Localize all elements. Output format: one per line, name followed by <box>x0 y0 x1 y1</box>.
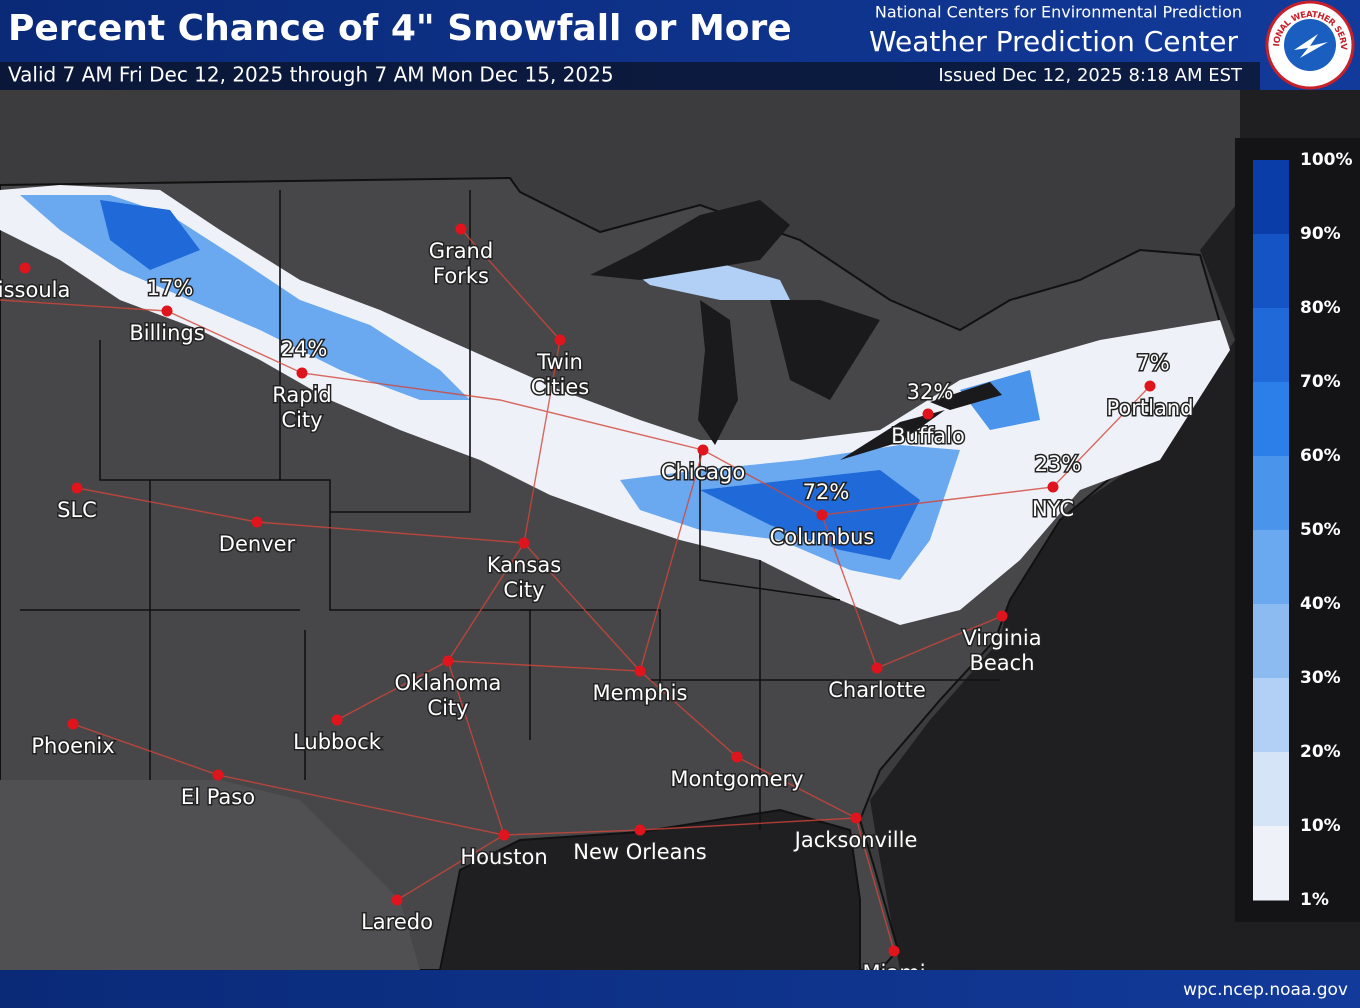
legend-swatch <box>1253 234 1289 309</box>
city-label: Beach <box>969 651 1034 675</box>
legend-swatch <box>1253 678 1289 753</box>
valid-period: Valid 7 AM Fri Dec 12, 2025 through 7 AM… <box>8 63 614 87</box>
city-label: Kansas <box>487 553 561 577</box>
city-dot <box>455 223 467 235</box>
city-dot <box>871 662 883 674</box>
city-dot <box>67 718 79 730</box>
city-dot <box>442 655 454 667</box>
legend-label: 10% <box>1300 816 1341 836</box>
legend-label: 80% <box>1300 298 1341 318</box>
city-dot <box>71 482 83 494</box>
legend-swatch <box>1253 530 1289 605</box>
city-label: SLC <box>57 498 97 522</box>
city-label: Charlotte <box>828 678 926 702</box>
city-label: Phoenix <box>31 734 114 758</box>
city-dot <box>850 812 862 824</box>
city-dot <box>498 829 510 841</box>
legend-label: 30% <box>1300 668 1341 688</box>
legend-label: 50% <box>1300 520 1341 540</box>
legend-swatch <box>1253 308 1289 383</box>
city-label: Billings <box>129 321 204 345</box>
city-label: Rapid <box>272 383 332 407</box>
city-label: Twin <box>536 350 583 374</box>
city-label: Miami <box>862 961 925 985</box>
city-dot <box>996 610 1008 622</box>
city-dot <box>731 751 743 763</box>
city-label: City <box>503 578 544 602</box>
legend-label: 90% <box>1300 224 1341 244</box>
legend-swatch <box>1253 382 1289 457</box>
city-label: Jacksonville <box>793 828 918 852</box>
legend-label: 20% <box>1300 742 1341 762</box>
city-label: Memphis <box>593 681 688 705</box>
legend: 100% 90% 80% 70% 60% 50% 40% 30% 20% 10% 1% <box>1253 150 1353 910</box>
probability-label: 72% <box>803 480 850 504</box>
city-dot <box>634 665 646 677</box>
title: Percent Chance of 4" Snowfall or More <box>8 8 792 49</box>
legend-label: 1% <box>1300 890 1329 910</box>
city-label: Missoula <box>0 278 70 302</box>
city-layer: MissoulaBillingsRapidCityGrandForksTwinC… <box>0 223 1195 985</box>
city-label: City <box>427 696 468 720</box>
city-label: Oklahoma <box>395 671 502 695</box>
legend-label: 70% <box>1300 372 1341 392</box>
city-label: NYC <box>1032 497 1074 521</box>
agency: National Centers for Environmental Predi… <box>875 3 1242 22</box>
city-label: Lubbock <box>293 730 382 754</box>
city-label: Grand <box>429 239 493 263</box>
city-label: Denver <box>219 532 296 556</box>
map-area: MissoulaBillingsRapidCityGrandForksTwinC… <box>0 90 1360 985</box>
city-dot <box>554 334 566 346</box>
probability-label: 17% <box>147 276 194 300</box>
footer-bar <box>0 970 1360 1008</box>
subheader-bar <box>0 62 1260 90</box>
city-dot <box>161 305 173 317</box>
probability-label: 7% <box>1136 351 1169 375</box>
city-dot <box>391 894 403 906</box>
city-label: Columbus <box>770 525 875 549</box>
city-label: Cities <box>531 375 589 399</box>
city-dot <box>922 408 934 420</box>
city-dot <box>518 537 530 549</box>
legend-label: 100% <box>1300 150 1353 170</box>
legend-swatch <box>1253 752 1289 827</box>
city-dot <box>1047 481 1059 493</box>
footer-url: wpc.ncep.noaa.gov <box>1183 980 1348 1000</box>
city-dot <box>296 367 308 379</box>
city-dot <box>19 262 31 274</box>
legend-label: 60% <box>1300 446 1341 466</box>
city-dot <box>1144 380 1156 392</box>
city-label: New Orleans <box>573 840 707 864</box>
city-dot <box>697 444 709 456</box>
legend-swatch <box>1253 604 1289 679</box>
city-dot <box>212 769 224 781</box>
city-label: Chicago <box>661 460 745 484</box>
city-dot <box>888 945 900 957</box>
city-label: El Paso <box>181 785 255 809</box>
probability-label: 23% <box>1035 452 1082 476</box>
legend-swatch <box>1253 456 1289 531</box>
city-label: Houston <box>460 845 547 869</box>
city-label: Forks <box>433 264 489 288</box>
city-label: Buffalo <box>891 424 965 448</box>
city-dot <box>816 509 828 521</box>
city-label: Portland <box>1107 396 1194 420</box>
probability-label: 24% <box>281 337 328 361</box>
probability-label: 32% <box>907 380 954 404</box>
legend-label: 40% <box>1300 594 1341 614</box>
city-label: City <box>281 408 322 432</box>
city-dot <box>634 824 646 836</box>
center-name: Weather Prediction Center <box>869 25 1239 58</box>
city-dot <box>331 714 343 726</box>
city-dot <box>251 516 263 528</box>
city-label: Virginia <box>962 626 1041 650</box>
legend-swatch <box>1253 160 1289 235</box>
issued: Issued Dec 12, 2025 8:18 AM EST <box>938 65 1243 86</box>
legend-swatch <box>1253 826 1289 901</box>
city-label: Montgomery <box>670 767 803 791</box>
city-label: Laredo <box>361 910 433 934</box>
